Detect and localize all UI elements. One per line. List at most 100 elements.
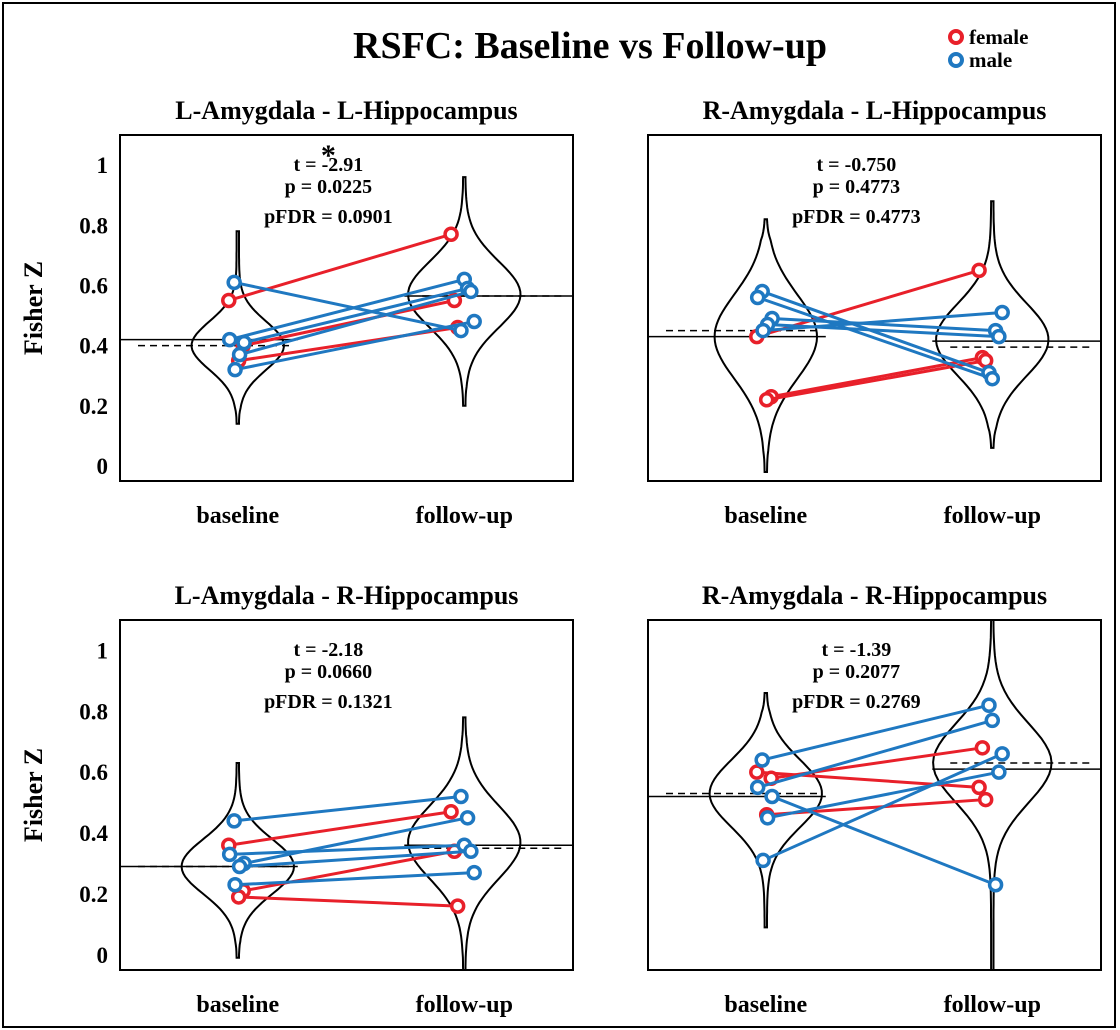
- pair-line-male: [229, 277, 465, 342]
- y-axis-label: Fisher Z: [19, 748, 48, 842]
- y-tick-label: 0.6: [79, 273, 108, 298]
- violin-baseline: [190, 230, 285, 425]
- panel-1: L-Amygdala - L-Hippocampus Fisher Z 0 0.2 0.…: [19, 96, 574, 529]
- point-followup-male: [453, 788, 469, 805]
- stat-p: p = 0.0225: [285, 176, 373, 198]
- y-tick-label: 0.2: [79, 882, 108, 907]
- stat-t: t = -2.18: [294, 639, 364, 661]
- y-tick-label: 0: [97, 943, 109, 968]
- pair-line-male: [234, 795, 462, 823]
- pair-line-male: [239, 849, 471, 869]
- point-followup-male: [987, 877, 1004, 893]
- point-baseline-male: [755, 322, 771, 339]
- panel-title: L-Amygdala - L-Hippocampus: [175, 96, 517, 125]
- panel-title: L-Amygdala - R-Hippocampus: [175, 581, 519, 610]
- pair-line-male: [761, 290, 990, 375]
- point-followup-female: [977, 352, 994, 369]
- point-baseline-male: [749, 779, 766, 796]
- point-baseline-female: [230, 889, 247, 905]
- point-followup-female: [971, 779, 987, 796]
- stat-p: p = 0.0660: [285, 661, 373, 683]
- pair-line-male: [235, 871, 475, 887]
- pair-line-female: [238, 895, 458, 908]
- pair-line-male: [767, 770, 1000, 820]
- violin-follow-up: [407, 716, 522, 970]
- pair-line-male: [229, 843, 465, 856]
- panel-4: R-Amygdala - R-Hippocampus baseline follow…: [647, 581, 1102, 1018]
- stat-t: t = -0.750: [817, 154, 897, 176]
- x-tick-label: baseline: [196, 992, 279, 1018]
- pair-line-male: [761, 703, 990, 762]
- point-followup-male: [994, 304, 1010, 321]
- plot-area: [648, 620, 1101, 970]
- x-tick-label: follow-up: [944, 503, 1041, 529]
- point-followup-male: [984, 370, 1001, 387]
- point-followup-female: [443, 803, 459, 820]
- point-followup-male: [994, 746, 1010, 762]
- panels: L-Amygdala - L-Hippocampus Fisher Z 0 0.2 0.…: [19, 96, 1102, 1018]
- violin-baseline: [713, 218, 819, 473]
- pair-line-male: [771, 795, 997, 887]
- point-followup-female: [443, 226, 459, 243]
- stat-p: p = 0.2077: [813, 661, 901, 683]
- point-followup-male: [991, 328, 1007, 345]
- point-followup-female: [971, 262, 987, 279]
- pair-line-male: [243, 816, 468, 865]
- legend-male-label: male: [969, 48, 1012, 72]
- x-tick-label: baseline: [196, 503, 279, 529]
- figure-title: RSFC: Baseline vs Follow-up: [353, 25, 827, 67]
- x-tick-label: follow-up: [416, 992, 513, 1018]
- point-baseline-male: [231, 346, 248, 363]
- pair-line-male: [233, 280, 462, 333]
- x-tick-label: baseline: [724, 503, 807, 529]
- x-tick-label: baseline: [724, 992, 807, 1018]
- point-followup-female: [974, 740, 991, 756]
- panel-3: L-Amygdala - R-Hippocampus Fisher Z 0 0.2 0.…: [19, 581, 574, 1018]
- point-baseline-male: [764, 788, 780, 805]
- legend-female-marker: [948, 29, 964, 45]
- pair-line-male: [757, 296, 993, 381]
- point-baseline-male: [226, 274, 242, 291]
- y-tick-label: 1: [97, 638, 109, 663]
- stat-pfdr: pFDR = 0.0901: [264, 206, 393, 228]
- violin-follow-up: [932, 620, 1053, 970]
- point-followup-female: [977, 791, 994, 808]
- plot-frame: [647, 134, 1102, 482]
- violin-baseline: [180, 762, 296, 959]
- panel-title: R-Amygdala - R-Hippocampus: [702, 581, 1047, 610]
- stat-p: p = 0.4773: [813, 176, 901, 198]
- pair-line-female: [766, 359, 986, 402]
- x-tick-label: follow-up: [944, 992, 1041, 1018]
- y-tick-label: 0: [97, 454, 109, 479]
- point-baseline-female: [749, 764, 765, 780]
- point-followup-male: [981, 697, 997, 713]
- legend-male-marker: [948, 52, 964, 68]
- point-followup-male: [466, 864, 482, 881]
- panel-2: R-Amygdala - L-Hippocampus baseline follow…: [647, 96, 1102, 529]
- pair-line-female: [228, 810, 452, 847]
- pair-line-male: [757, 718, 993, 789]
- point-followup-male: [463, 843, 479, 860]
- legend-female-label: female: [969, 25, 1028, 49]
- violin-follow-up: [935, 200, 1050, 449]
- plot-area: [120, 176, 573, 425]
- stat-t: t = -2.91: [294, 154, 364, 176]
- point-baseline-female: [758, 392, 775, 408]
- point-baseline-male: [226, 813, 242, 829]
- y-tick-label: 0.4: [79, 334, 108, 359]
- plot-area: [648, 200, 1101, 473]
- stat-pfdr: pFDR = 0.1321: [264, 691, 393, 713]
- point-baseline-female: [221, 292, 237, 309]
- plot-frame: [647, 619, 1102, 971]
- y-tick-label: 0.8: [79, 699, 108, 724]
- pair-line-male: [234, 320, 475, 372]
- point-baseline-male: [221, 331, 238, 348]
- stat-t: t = -1.39: [822, 639, 892, 661]
- point-followup-male: [991, 764, 1007, 780]
- legend: female male: [948, 25, 1028, 72]
- plot-frame: [119, 619, 574, 971]
- y-axis-label: Fisher Z: [19, 261, 48, 355]
- pair-line-male: [771, 317, 996, 333]
